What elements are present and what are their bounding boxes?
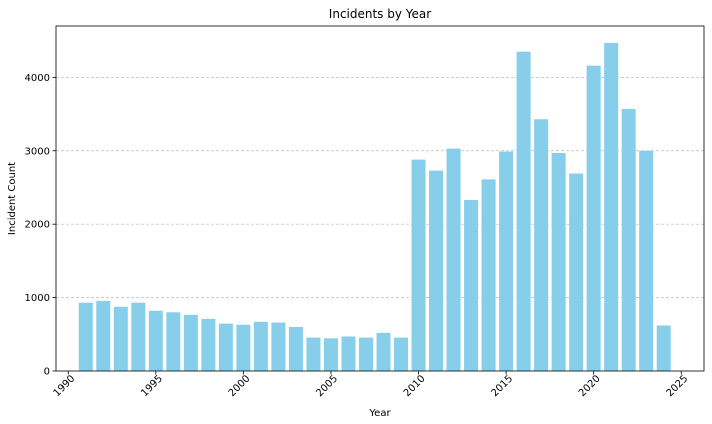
x-tick-label: 2015 [489,373,515,399]
x-tick-label: 1990 [52,373,78,399]
y-tick-label: 3000 [25,146,50,157]
x-tick-label: 2005 [314,373,340,399]
bar [499,151,514,371]
bar [78,302,93,371]
bar [148,310,163,371]
bar [656,325,671,371]
y-tick-label: 0 [44,367,50,378]
y-tick-label: 2000 [25,220,50,231]
bar [131,302,146,371]
bar [271,322,286,371]
chart-title: Incidents by Year [329,7,431,21]
bar [446,148,461,371]
bar [569,173,584,371]
bar [604,42,619,371]
bar [429,170,444,371]
bar [96,300,111,371]
bar [464,199,479,371]
bar [358,337,373,371]
bar [481,179,496,371]
plot-frame [55,25,705,372]
y-tick-label: 4000 [25,73,50,84]
bar [621,108,636,371]
bar [218,323,233,371]
bar [113,306,128,371]
bar [376,332,391,371]
bar [288,326,303,371]
bar [253,321,268,371]
bar [534,119,549,371]
bar [166,312,181,371]
bar [183,314,198,371]
y-tick-label: 1000 [25,293,50,304]
y-axis-label: Incident Count [7,162,18,235]
x-tick-label: 2025 [665,373,691,399]
x-tick-label: 2010 [402,373,428,399]
bar [323,338,338,371]
bar [341,336,356,371]
bar [411,159,426,371]
bar [586,65,601,371]
bar [236,324,251,371]
x-tick-label: 2020 [577,373,603,399]
bar [306,337,321,371]
bar [394,337,409,371]
bar [551,152,566,371]
x-tick-label: 1995 [139,373,165,399]
x-axis-label: Year [368,408,391,419]
x-tick-label: 2000 [227,373,253,399]
x-axis-ticks: 1990 1995 2000 2005 2010 2015 2020 2025 [52,371,691,399]
bar [516,51,531,371]
bar [639,150,654,371]
y-axis-ticks: 0 1000 2000 3000 4000 [25,73,56,378]
bars-layer [78,42,671,371]
bar [201,318,216,371]
